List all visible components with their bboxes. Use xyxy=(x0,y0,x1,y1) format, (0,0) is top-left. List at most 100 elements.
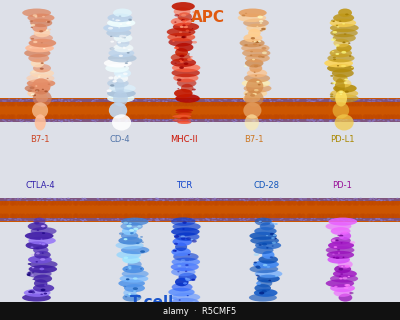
Ellipse shape xyxy=(124,238,128,240)
Ellipse shape xyxy=(21,213,26,219)
Ellipse shape xyxy=(244,44,248,46)
Ellipse shape xyxy=(24,198,26,199)
Ellipse shape xyxy=(204,99,207,100)
Ellipse shape xyxy=(332,219,334,220)
Ellipse shape xyxy=(165,213,170,219)
Ellipse shape xyxy=(195,220,197,221)
Ellipse shape xyxy=(191,198,194,199)
Ellipse shape xyxy=(205,200,208,201)
Ellipse shape xyxy=(177,265,182,267)
Ellipse shape xyxy=(174,119,176,120)
Ellipse shape xyxy=(223,199,226,200)
Ellipse shape xyxy=(343,100,346,102)
Ellipse shape xyxy=(356,218,358,219)
Ellipse shape xyxy=(262,101,267,107)
Ellipse shape xyxy=(333,102,349,118)
Ellipse shape xyxy=(97,198,99,200)
Ellipse shape xyxy=(296,119,298,121)
Ellipse shape xyxy=(153,99,155,100)
Ellipse shape xyxy=(80,219,82,220)
Ellipse shape xyxy=(37,200,40,201)
Ellipse shape xyxy=(61,99,63,100)
Ellipse shape xyxy=(24,289,50,297)
Ellipse shape xyxy=(127,200,130,201)
Ellipse shape xyxy=(328,241,354,249)
Ellipse shape xyxy=(258,256,278,264)
Ellipse shape xyxy=(150,220,152,221)
Ellipse shape xyxy=(185,101,190,107)
Ellipse shape xyxy=(134,213,139,219)
Ellipse shape xyxy=(239,101,244,107)
Ellipse shape xyxy=(188,100,190,101)
Ellipse shape xyxy=(124,284,145,292)
Ellipse shape xyxy=(287,119,290,120)
Ellipse shape xyxy=(332,51,334,52)
Ellipse shape xyxy=(301,213,306,219)
Ellipse shape xyxy=(332,239,336,242)
Ellipse shape xyxy=(118,100,121,101)
Ellipse shape xyxy=(330,99,333,100)
Ellipse shape xyxy=(185,220,187,221)
Ellipse shape xyxy=(235,120,237,121)
Ellipse shape xyxy=(21,200,26,206)
Ellipse shape xyxy=(158,199,160,200)
Ellipse shape xyxy=(333,34,356,42)
Ellipse shape xyxy=(270,200,272,201)
Ellipse shape xyxy=(34,221,39,224)
Ellipse shape xyxy=(226,219,228,220)
Ellipse shape xyxy=(208,200,210,201)
Ellipse shape xyxy=(11,213,16,219)
Ellipse shape xyxy=(338,101,343,107)
Ellipse shape xyxy=(259,200,264,206)
Ellipse shape xyxy=(31,27,33,28)
Ellipse shape xyxy=(256,275,259,276)
Ellipse shape xyxy=(148,101,151,102)
Ellipse shape xyxy=(165,101,168,102)
Ellipse shape xyxy=(50,200,53,201)
Ellipse shape xyxy=(329,99,332,100)
Ellipse shape xyxy=(14,219,17,220)
Ellipse shape xyxy=(92,100,94,101)
Ellipse shape xyxy=(251,120,254,122)
Ellipse shape xyxy=(124,257,128,259)
Ellipse shape xyxy=(151,200,156,206)
Ellipse shape xyxy=(10,200,14,206)
Ellipse shape xyxy=(189,255,192,256)
Ellipse shape xyxy=(118,236,142,244)
Ellipse shape xyxy=(330,95,333,97)
Ellipse shape xyxy=(103,24,132,32)
Ellipse shape xyxy=(121,232,138,240)
Ellipse shape xyxy=(235,99,238,100)
Ellipse shape xyxy=(207,199,209,200)
Ellipse shape xyxy=(114,69,131,77)
Ellipse shape xyxy=(252,101,256,107)
Ellipse shape xyxy=(258,244,262,246)
Ellipse shape xyxy=(250,94,255,97)
Ellipse shape xyxy=(310,100,312,102)
Ellipse shape xyxy=(377,120,380,121)
Ellipse shape xyxy=(377,100,380,101)
Ellipse shape xyxy=(55,213,60,219)
Ellipse shape xyxy=(248,29,261,37)
Ellipse shape xyxy=(41,198,43,199)
Ellipse shape xyxy=(319,200,324,206)
Ellipse shape xyxy=(311,213,316,219)
Ellipse shape xyxy=(144,100,147,101)
Ellipse shape xyxy=(340,219,342,220)
Ellipse shape xyxy=(192,213,197,219)
Ellipse shape xyxy=(35,89,40,92)
Ellipse shape xyxy=(181,19,185,21)
Ellipse shape xyxy=(317,99,319,100)
Ellipse shape xyxy=(150,198,152,200)
Ellipse shape xyxy=(320,99,322,100)
Ellipse shape xyxy=(355,213,360,219)
Ellipse shape xyxy=(55,120,57,121)
Ellipse shape xyxy=(333,13,354,22)
Ellipse shape xyxy=(370,199,372,200)
Ellipse shape xyxy=(336,99,339,100)
Ellipse shape xyxy=(205,218,208,219)
Ellipse shape xyxy=(283,220,286,221)
Ellipse shape xyxy=(174,243,178,245)
Ellipse shape xyxy=(339,121,342,122)
Ellipse shape xyxy=(242,219,244,220)
